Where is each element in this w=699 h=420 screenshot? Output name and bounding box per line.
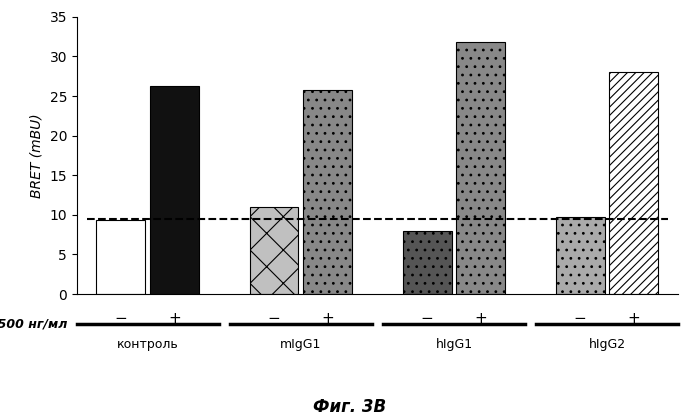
Text: +: + <box>168 311 181 326</box>
Y-axis label: BRET (mBU): BRET (mBU) <box>30 113 44 198</box>
Bar <box>556 217 605 294</box>
Text: −: − <box>574 311 586 326</box>
Text: mIgG1: mIgG1 <box>280 338 322 351</box>
Text: HGF 500 нг/мл: HGF 500 нг/мл <box>0 318 67 331</box>
Text: −: − <box>421 311 433 326</box>
Text: hIgG2: hIgG2 <box>589 338 626 351</box>
Bar <box>96 220 145 294</box>
Text: контроль: контроль <box>117 338 179 351</box>
Bar <box>150 87 199 294</box>
Text: −: − <box>268 311 280 326</box>
Bar <box>610 72 658 294</box>
Bar <box>456 42 505 294</box>
Bar <box>403 231 452 294</box>
Text: +: + <box>475 311 487 326</box>
Text: Фиг. 3В: Фиг. 3В <box>313 398 386 416</box>
Text: +: + <box>322 311 334 326</box>
Text: +: + <box>628 311 640 326</box>
Bar <box>250 207 298 294</box>
Text: −: − <box>115 311 127 326</box>
Bar <box>303 89 352 294</box>
Text: hIgG1: hIgG1 <box>435 338 473 351</box>
